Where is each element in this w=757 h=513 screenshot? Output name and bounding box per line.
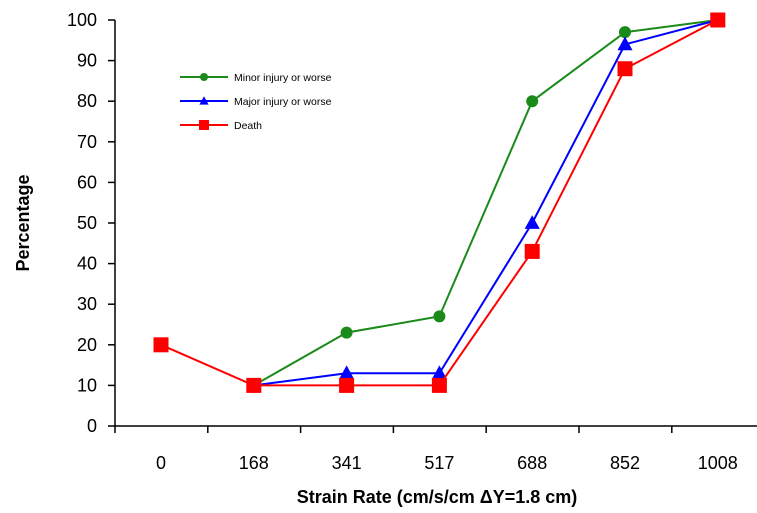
legend: Minor injury or worse Major injury or wor… xyxy=(180,72,332,132)
y-tick-label: 90 xyxy=(77,51,97,71)
legend-label: Minor injury or worse xyxy=(234,72,332,84)
data-point xyxy=(431,377,447,393)
y-tick-label: 80 xyxy=(77,91,97,111)
series xyxy=(153,12,726,393)
y-tick-label: 40 xyxy=(77,254,97,274)
data-point xyxy=(524,243,540,259)
x-tick-label: 688 xyxy=(517,453,547,473)
y-tick-label: 10 xyxy=(77,375,97,395)
data-point xyxy=(433,310,446,323)
y-axis-title: Percentage xyxy=(13,174,33,271)
series xyxy=(247,14,724,392)
data-point xyxy=(431,365,447,380)
x-tick-label: 0 xyxy=(156,453,166,473)
legend-item: Major injury or worse xyxy=(180,96,332,108)
data-point xyxy=(339,377,355,393)
data-point xyxy=(339,365,355,380)
legend-item: Minor injury or worse xyxy=(180,72,332,84)
legend-marker xyxy=(199,96,209,105)
x-tick-label: 168 xyxy=(239,453,269,473)
data-point xyxy=(619,26,631,39)
legend-label: Major injury or worse xyxy=(234,96,332,108)
ticks: 0 10 20 30 40 50 60 70 80 90 100 0 168 341 517 688 852 10… xyxy=(67,10,738,473)
series xyxy=(246,12,726,392)
legend-marker xyxy=(200,73,208,81)
x-axis-title: Strain Rate (cm/s/cm ΔY=1.8 cm) xyxy=(297,487,578,507)
y-tick-label: 100 xyxy=(67,10,97,30)
data-point xyxy=(153,337,169,353)
series-line xyxy=(253,19,719,387)
data-point xyxy=(617,61,633,77)
x-tick-label: 517 xyxy=(424,453,454,473)
axes xyxy=(114,20,757,427)
data-point xyxy=(524,215,540,229)
x-tick-label: 1008 xyxy=(698,453,738,473)
data-point xyxy=(617,36,633,51)
y-tick-label: 70 xyxy=(77,132,97,152)
x-tick-label: 852 xyxy=(610,453,640,473)
series-line xyxy=(253,19,718,387)
y-tick-label: 30 xyxy=(77,294,97,314)
data-point xyxy=(526,95,539,108)
y-tick-label: 0 xyxy=(87,416,97,436)
data-point xyxy=(710,12,726,28)
legend-label: Death xyxy=(234,120,262,132)
data-point xyxy=(246,377,262,393)
x-tick-label: 341 xyxy=(332,453,362,473)
legend-item: Death xyxy=(180,120,262,132)
y-tick-label: 20 xyxy=(77,335,97,355)
legend-marker xyxy=(199,120,209,130)
series-layer xyxy=(153,12,726,393)
y-tick-label: 60 xyxy=(77,172,97,192)
y-tick-label: 50 xyxy=(77,213,97,233)
data-point xyxy=(340,326,353,339)
